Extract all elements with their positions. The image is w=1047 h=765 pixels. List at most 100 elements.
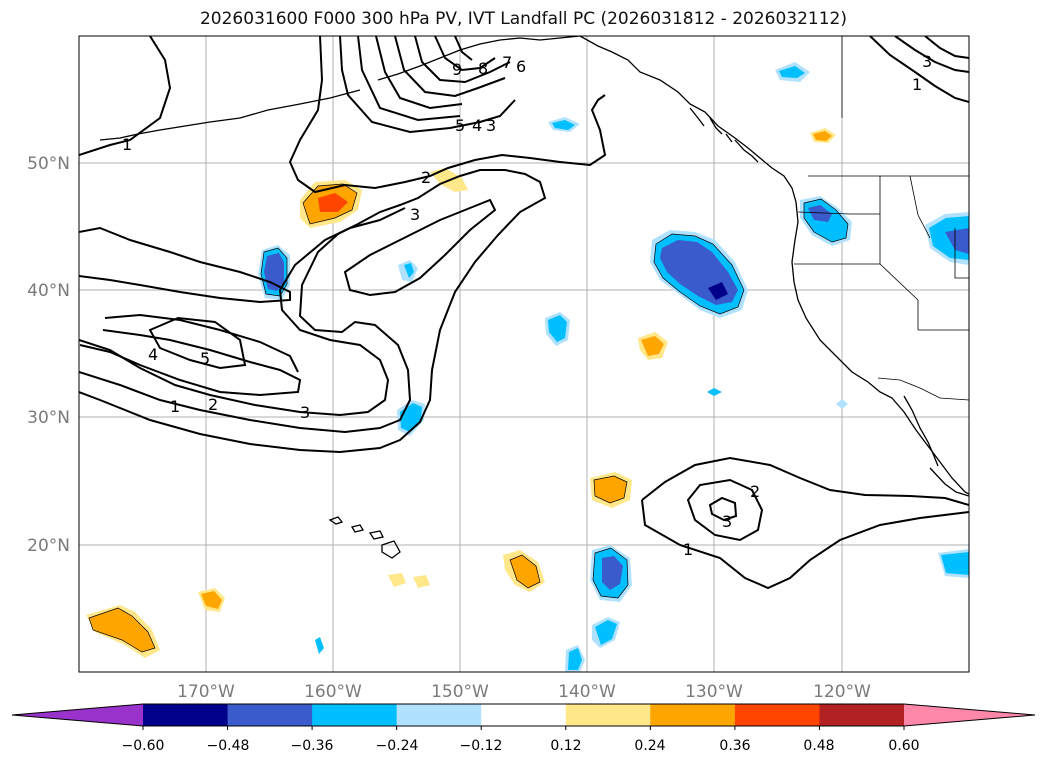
negative-anomaly	[595, 620, 617, 645]
anomaly-outline	[593, 475, 628, 504]
contour-label: 2	[750, 482, 760, 501]
pv-contour-2-south	[686, 478, 764, 542]
colorbar-arrow-high	[904, 704, 1035, 726]
colorbar-tick-label: −0.60	[122, 738, 165, 754]
pv-contour-2	[288, 36, 607, 194]
lat-label: 40°N	[27, 281, 70, 301]
pv-contour-ne-3	[924, 36, 969, 59]
contour-labels: 1 9 8 7 6 5 4 3 2 3 4 5 1 2 3 2 3 1 3 1	[122, 52, 932, 559]
pv-contour-1-south	[641, 456, 969, 506]
colorbar-segment	[819, 704, 905, 726]
coastline-aleutians	[377, 39, 501, 81]
contour-label: 2	[421, 168, 431, 187]
contour-label: 1	[912, 75, 922, 94]
colorbar-segment	[481, 704, 567, 726]
anomaly-outline	[88, 607, 156, 653]
coastline-mexico	[929, 467, 969, 497]
pv-contour-3-south	[708, 496, 738, 522]
pv-contours	[79, 36, 969, 590]
anomaly-outline	[302, 183, 358, 225]
contour-label: 2	[208, 395, 218, 414]
contour-label: 9	[452, 60, 462, 79]
negative-anomaly	[552, 120, 575, 130]
negative-anomaly	[836, 399, 848, 409]
contour-label: 4	[472, 116, 482, 135]
border-ut	[954, 228, 969, 279]
negative-anomaly	[602, 556, 623, 590]
contour-label: 4	[148, 345, 158, 364]
coastline-alaska-gulf	[499, 36, 581, 41]
colorbar-segment	[227, 704, 313, 726]
coastline-bc-fjords	[689, 107, 733, 143]
anomaly-outline	[509, 554, 541, 589]
colorbar-segment	[565, 704, 651, 726]
negative-anomaly	[808, 205, 832, 222]
pv-contour-main-5	[148, 316, 247, 370]
lat-labels: 50°N 40°N 30°N 20°N	[27, 154, 70, 556]
lon-label: 130°W	[685, 682, 743, 702]
coastline-hawaii	[328, 516, 401, 559]
pv-contour-8	[434, 36, 496, 72]
contour-label: 6	[516, 57, 526, 76]
negative-anomaly	[315, 637, 324, 654]
pv-contour-4	[357, 36, 461, 122]
colorbar-tick-label: −0.24	[376, 738, 419, 754]
anomaly-outline	[260, 247, 288, 297]
pv-contour-9	[454, 36, 473, 61]
pv-contour-3-north	[339, 36, 516, 134]
colorbar-tick-label: 0.48	[803, 738, 834, 754]
map-frame	[78, 35, 970, 673]
colorbar-segment	[143, 704, 229, 726]
colorbar-segment	[396, 704, 482, 726]
contour-label: 5	[200, 349, 210, 368]
colorbar-tick-label: 0.36	[719, 738, 750, 754]
colorbar-tick-labels: −0.60 −0.48 −0.36 −0.24 −0.12 0.12 0.24 …	[122, 738, 920, 754]
negative-anomaly	[568, 648, 582, 670]
pv-contour-main-4	[104, 313, 299, 373]
positive-anomaly	[594, 476, 627, 503]
lon-label: 170°W	[177, 682, 235, 702]
coastline-alaska-peninsula	[99, 89, 361, 141]
pv-contour-1-south-lower	[641, 499, 969, 590]
coastline-bc-islands	[734, 139, 759, 163]
contour-label: 1	[122, 135, 132, 154]
border-wa-or	[797, 211, 880, 215]
negative-anomaly	[404, 263, 414, 278]
colorbar-tick-label: −0.12	[460, 738, 503, 754]
colorbar-tick-label: −0.36	[291, 738, 334, 754]
negative-anomaly	[779, 66, 805, 78]
anomaly-outline	[653, 233, 745, 315]
lon-label: 120°W	[813, 682, 871, 702]
contour-label: 3	[486, 116, 496, 135]
lon-label: 140°W	[558, 682, 616, 702]
lon-label: 160°W	[304, 682, 362, 702]
coastlines	[99, 36, 969, 559]
positive-anomaly	[318, 193, 348, 212]
contour-label: 7	[502, 53, 512, 72]
contour-label: 3	[722, 512, 732, 531]
pv-contour-main-3	[79, 329, 302, 397]
colorbar-segment	[312, 704, 398, 726]
contour-label: 1	[683, 540, 693, 559]
colorbar-tick-label: 0.12	[550, 738, 581, 754]
positive-anomaly	[813, 131, 832, 141]
pv-contour-5	[375, 36, 463, 110]
positive-anomaly	[413, 575, 430, 588]
pv-contour-3-mid	[343, 198, 497, 297]
negative-anomaly	[707, 388, 722, 396]
pv-contour-6	[394, 36, 506, 98]
pv-contour-main-1	[79, 169, 547, 454]
contour-label: 1	[170, 397, 180, 416]
contour-label: 3	[410, 205, 420, 224]
anomaly-outline	[592, 547, 629, 599]
negative-anomaly	[708, 282, 728, 300]
border-us-mexico	[877, 377, 969, 401]
negative-anomaly	[941, 552, 969, 575]
colorbar-tick-label: 0.24	[634, 738, 665, 754]
lon-labels: 170°W 160°W 150°W 140°W 130°W 120°W	[177, 682, 871, 702]
positive-anomaly	[388, 573, 406, 587]
contour-label: 5	[455, 116, 465, 135]
pv-contour-west-1	[79, 226, 291, 304]
lon-label: 150°W	[431, 682, 489, 702]
